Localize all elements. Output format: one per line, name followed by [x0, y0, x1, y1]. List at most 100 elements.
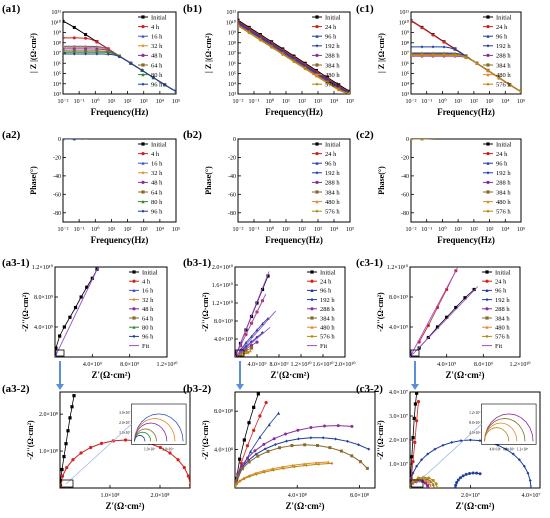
panel-label: (c1)	[356, 3, 374, 15]
data-point	[497, 76, 501, 80]
y-tick-label: 4.0×10⁹	[34, 325, 53, 331]
data-point	[359, 460, 363, 464]
data-point	[253, 449, 257, 453]
y-tick-label: 10⁴	[228, 82, 236, 88]
x-tick-label: 10⁵	[172, 99, 180, 105]
data-point	[256, 392, 260, 396]
data-point	[168, 451, 172, 455]
legend-marker	[310, 325, 314, 329]
legend-label: 16 h	[151, 34, 163, 41]
panel-a1: (a1) 10⁻² 10⁻¹ 10⁰ 10¹ 10² 10³ 10⁴ 10⁵ 10³ 10⁴ 10⁵ 1…	[2, 3, 180, 117]
data-point	[445, 315, 449, 319]
x-tick-label: 10⁵	[346, 227, 354, 233]
y-tick-label: 8.0×10⁸	[214, 409, 233, 415]
arc-192-h	[410, 438, 533, 488]
legend-marker	[141, 15, 145, 19]
x-tick-label: 10⁵	[517, 99, 525, 105]
data-point	[60, 474, 65, 478]
data-point	[84, 36, 88, 40]
data-point	[235, 484, 237, 488]
legend-marker	[486, 171, 490, 175]
legend-marker	[310, 270, 314, 274]
zoom-box	[235, 349, 245, 357]
series-line	[411, 139, 430, 140]
inset-arc	[134, 435, 146, 442]
data-point	[256, 454, 260, 458]
legend-label: 288 h	[495, 306, 510, 313]
y-axis-label: -Z''(Ω·cm²)	[26, 420, 35, 460]
legend-label: 24 h	[496, 151, 508, 158]
plot-frame	[54, 266, 168, 358]
data-point	[433, 486, 435, 488]
y-tick-label: 4.0×10⁷	[389, 390, 408, 396]
data-point	[95, 127, 98, 130]
data-point	[412, 416, 416, 420]
panel-label: (a1)	[2, 3, 21, 15]
data-point	[163, 61, 166, 64]
data-point	[258, 435, 262, 439]
data-point	[90, 276, 94, 280]
legend-label: 384 h	[320, 315, 335, 322]
series-96-h	[238, 316, 270, 352]
y-tick-label: 3.0×10⁷	[389, 414, 408, 420]
plot-frame	[237, 138, 351, 223]
x-tick-label: 10⁰	[91, 226, 100, 233]
legend-label: 288 h	[496, 53, 511, 60]
data-point	[415, 464, 419, 468]
data-point	[425, 477, 429, 481]
legend-label: 4 h	[142, 279, 151, 286]
data-point	[248, 449, 253, 454]
plot-frame	[234, 266, 346, 358]
zoom-arrow-head	[236, 384, 244, 390]
data-point	[84, 50, 88, 54]
data-point	[79, 295, 83, 299]
arc-192-h	[235, 436, 371, 484]
legend: Initial 24 h 96 h 192 h 288 h 384 h 480 h 576 h	[483, 141, 512, 216]
data-point	[421, 61, 424, 64]
data-point	[303, 67, 307, 71]
legend-label: 192 h	[325, 43, 340, 50]
panel-label: (c2)	[356, 129, 374, 141]
data-point	[411, 53, 413, 57]
legend-label: 384 h	[325, 62, 340, 69]
legend-label: 96 h	[496, 34, 508, 41]
data-point	[55, 346, 58, 350]
data-point	[511, 452, 515, 456]
x-axis-label: Z'(Ω·cm²)	[271, 370, 310, 380]
y-tick-label: 10¹⁰	[226, 19, 237, 26]
data-point	[163, 61, 166, 64]
data-point	[163, 61, 166, 64]
legend-label: 288 h	[320, 306, 335, 313]
legend-label: 48 h	[151, 180, 163, 187]
data-point	[118, 55, 121, 59]
data-point	[326, 460, 330, 464]
data-point	[508, 83, 512, 87]
panel-c3-2: (c3-2) 2.0×10⁷ 4.0×10⁷ 1.0×10⁷ 2.0×10⁷ 3.0×10…	[356, 383, 541, 511]
data-point	[429, 486, 433, 488]
data-point	[58, 334, 62, 338]
legend-marker	[141, 44, 145, 48]
legend-label: 384 h	[496, 189, 511, 196]
y-tick-label: 2.0×10⁷	[389, 438, 408, 444]
data-point	[129, 59, 132, 62]
data-point	[85, 285, 89, 289]
inset-arc	[484, 427, 510, 442]
legend-label: 192 h	[496, 170, 511, 177]
y-tick-label: 1.6×10¹⁰	[212, 282, 234, 289]
data-point	[350, 454, 354, 458]
legend-label: 480 h	[325, 72, 340, 79]
y-tick-label: 0	[58, 137, 61, 143]
legend-label: 24 h	[325, 151, 337, 158]
legend-marker	[315, 161, 319, 165]
data-point	[431, 45, 435, 49]
y-tick-label: 1.0×10⁷	[389, 462, 408, 468]
series-96-h	[63, 52, 176, 93]
panel-b3-2: (b3-2) 4.0×10⁸ 8.0×10⁸ 4.0×10⁸ 8.0×10⁸ Z'(Ω·c…	[183, 383, 376, 511]
series-Initial	[55, 267, 99, 350]
data-point	[476, 55, 479, 58]
legend-marker	[486, 63, 490, 67]
y-tick-label: 0	[233, 137, 236, 143]
legend-marker	[310, 288, 314, 292]
data-point	[464, 472, 468, 476]
y-tick-label: -60	[228, 192, 236, 198]
